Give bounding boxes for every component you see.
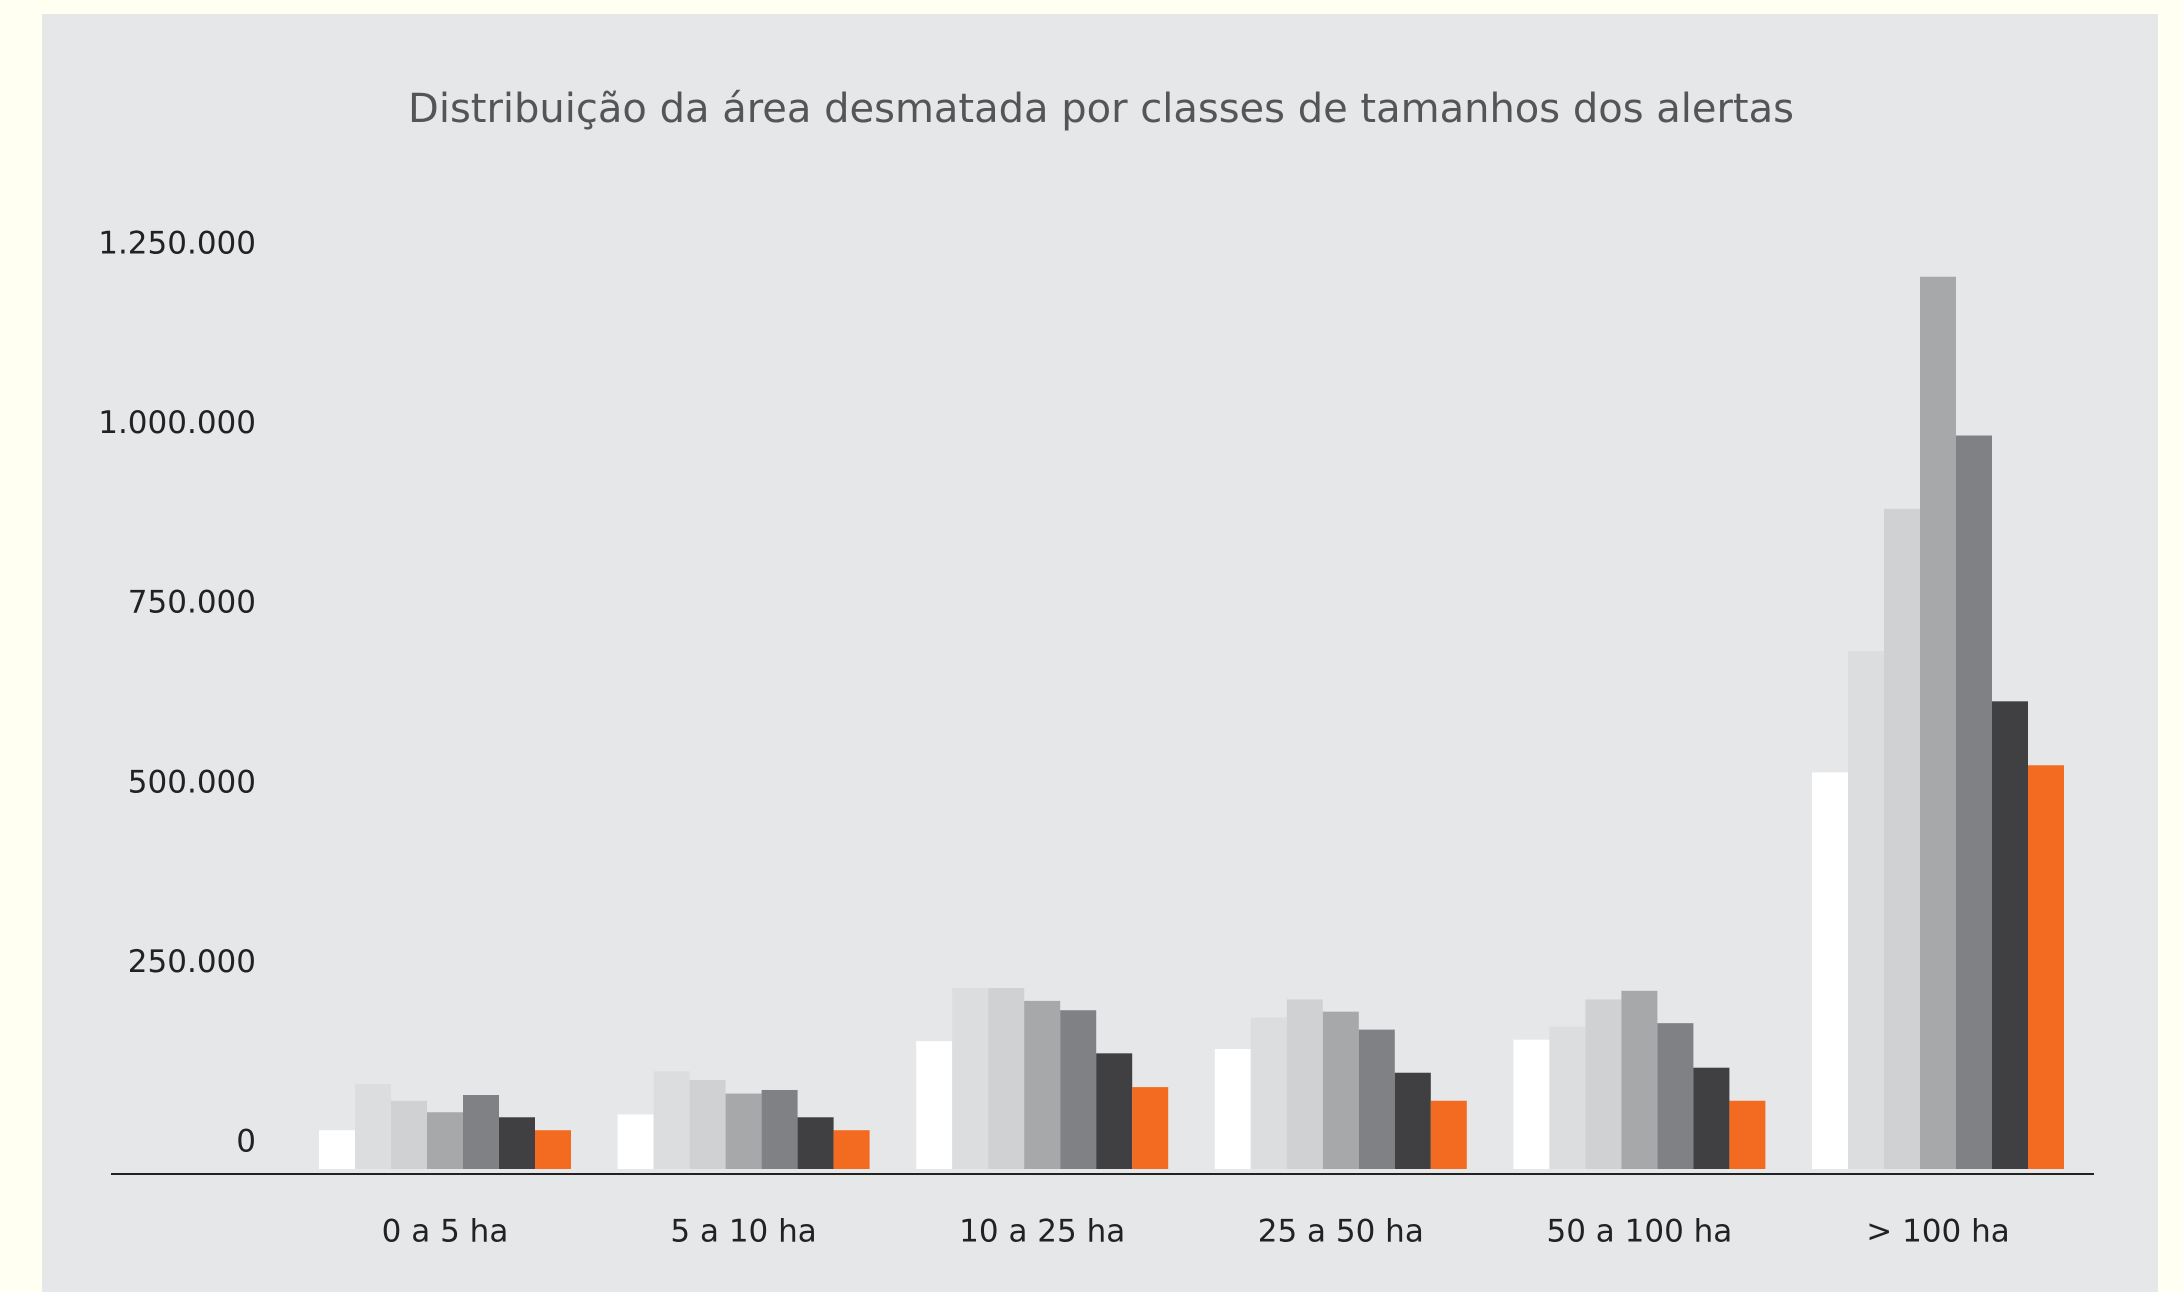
bar [1956,435,1992,1169]
bar [1214,1049,1251,1169]
bar [319,1130,355,1169]
x-tick-label: 25 a 50 ha [1258,1214,1424,1250]
bar [1024,1000,1061,1169]
bar [1693,1067,1730,1169]
bar [1812,772,1848,1169]
bar [916,1041,953,1169]
bar [1132,1087,1169,1169]
x-tick-label: 50 a 100 ha [1546,1214,1732,1250]
bar [1286,999,1323,1169]
bar [427,1112,463,1169]
y-tick-label: 1.250.000 [98,226,256,262]
x-tick-label: > 100 ha [1866,1214,2010,1250]
bar [1848,651,1884,1169]
bar [1657,1023,1694,1169]
bar [689,1079,726,1169]
bar [1358,1029,1395,1169]
bar [1513,1039,1550,1169]
bar [617,1114,654,1169]
y-tick-label: 1.000.000 [98,405,256,441]
bar [1430,1100,1467,1169]
bar [833,1130,870,1169]
bar [499,1117,535,1169]
x-tick-label: 10 a 25 ha [959,1214,1125,1250]
bar [355,1084,391,1169]
x-tick-label: 0 a 5 ha [382,1214,509,1250]
bar [463,1095,499,1169]
bar [1096,1053,1133,1169]
bar [1549,1026,1586,1169]
y-tick-label: 0 [236,1124,256,1160]
bar [952,987,989,1169]
y-tick-label: 500.000 [128,764,256,800]
bar [1729,1100,1766,1169]
bar [1585,999,1622,1169]
bar [1884,508,1920,1169]
bar [1322,1011,1359,1169]
y-tick-label: 750.000 [128,585,256,621]
bar [1920,276,1956,1169]
bar [761,1089,798,1169]
chart-title: Distribuição da área desmatada por class… [408,86,1794,132]
bar [1394,1072,1431,1169]
y-tick-label: 250.000 [128,944,256,980]
bar [988,987,1025,1169]
bar [1060,1010,1097,1169]
x-tick-label: 5 a 10 ha [670,1214,816,1250]
bar [1621,990,1658,1169]
bar [2028,765,2064,1169]
bar [391,1100,427,1169]
bar [1992,701,2028,1169]
bar [535,1130,571,1169]
bar [797,1117,834,1169]
bar [725,1093,762,1169]
bar [653,1071,690,1169]
bar [1250,1017,1287,1169]
